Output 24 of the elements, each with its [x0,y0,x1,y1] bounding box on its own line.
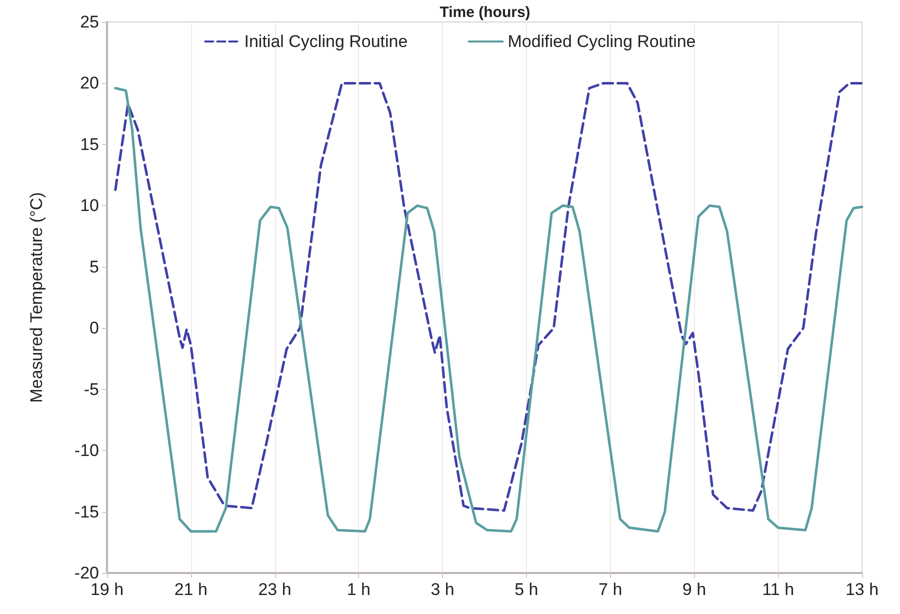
legend-label: Initial Cycling Routine [244,32,408,51]
y-tick-label: -20 [74,564,99,582]
y-tick-label: -5 [84,380,99,399]
x-tick-label: 21 h [174,580,208,599]
y-tick-label: 10 [80,196,99,216]
y-tick-label: -15 [74,502,99,522]
x-tick-label: 3 h [430,580,454,599]
y-axis-title: Measured Temperature (°C) [27,192,46,403]
y-tick-label: -10 [74,441,99,460]
x-tick-label: 1 h [346,580,370,599]
y-tick-label: 0 [90,318,99,338]
x-tick-label: 19 h [90,580,124,599]
legend-label: Modified Cycling Routine [508,32,696,51]
y-tick-label: 20 [80,74,99,93]
y-tick-label: 5 [90,257,99,276]
x-tick-label: 9 h [682,580,706,599]
x-tick-label: 5 h [514,580,538,599]
y-tick-label: 25 [80,12,99,32]
x-tick-label: 11 h [762,580,794,599]
x-axis-title: Time (hours) [440,4,530,21]
x-tick-label: 23 h [258,580,292,599]
x-tick-label: 7 h [598,580,622,599]
y-tick-label: 15 [80,134,99,154]
x-tick-label: 13 h [845,580,879,599]
